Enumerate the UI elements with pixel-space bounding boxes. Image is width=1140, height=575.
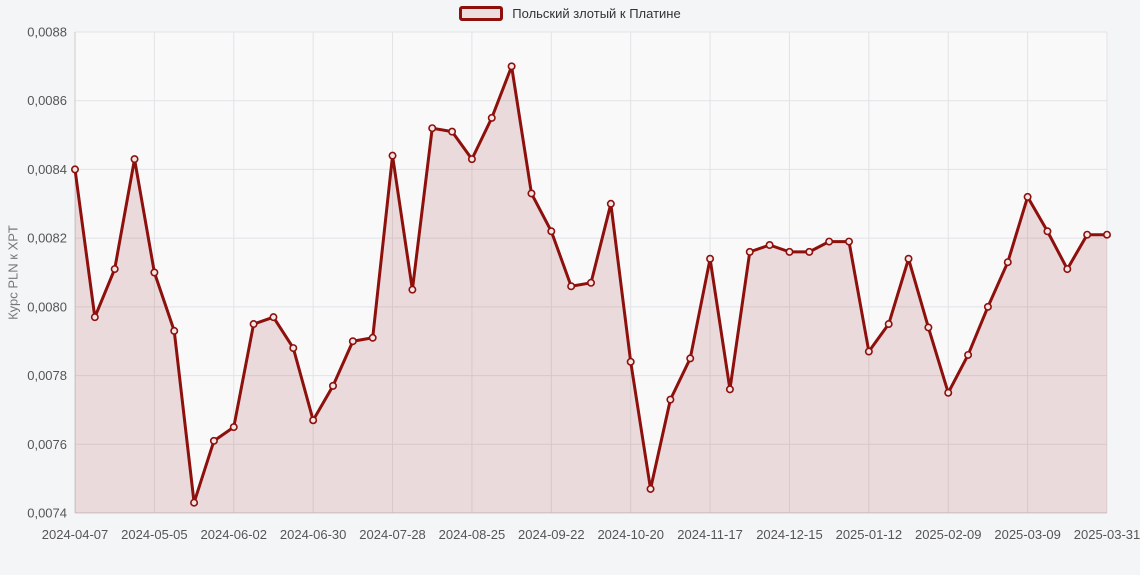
- data-point[interactable]: [249, 320, 258, 329]
- data-point[interactable]: [666, 395, 675, 404]
- x-tick-label: 2024-07-28: [359, 527, 426, 542]
- data-point[interactable]: [388, 151, 397, 160]
- x-tick-label: 2024-05-05: [121, 527, 188, 542]
- data-point[interactable]: [448, 127, 457, 136]
- y-tick-label: 0,0076: [27, 437, 67, 452]
- x-tick-label: 2024-06-30: [280, 527, 347, 542]
- data-point[interactable]: [964, 350, 973, 359]
- data-point[interactable]: [289, 344, 298, 353]
- y-tick-label: 0,0082: [27, 231, 67, 246]
- data-point[interactable]: [1003, 258, 1012, 267]
- x-tick-label: 2025-03-09: [994, 527, 1061, 542]
- data-point[interactable]: [309, 416, 318, 425]
- data-point[interactable]: [150, 268, 159, 277]
- data-point[interactable]: [646, 484, 655, 493]
- data-point[interactable]: [1083, 230, 1092, 239]
- data-point[interactable]: [983, 302, 992, 311]
- plot-area: [75, 32, 1107, 513]
- x-tick-label: 2024-12-15: [756, 527, 823, 542]
- data-point[interactable]: [348, 337, 357, 346]
- data-point[interactable]: [110, 265, 119, 274]
- data-point[interactable]: [527, 189, 536, 198]
- y-tick-label: 0,0088: [27, 25, 67, 40]
- data-point[interactable]: [686, 354, 695, 363]
- data-point[interactable]: [130, 155, 139, 164]
- data-point[interactable]: [368, 333, 377, 342]
- data-point[interactable]: [507, 62, 516, 71]
- data-point[interactable]: [805, 247, 814, 256]
- data-point[interactable]: [428, 124, 437, 133]
- data-point[interactable]: [706, 254, 715, 263]
- data-point[interactable]: [328, 381, 337, 390]
- data-point[interactable]: [1043, 227, 1052, 236]
- y-tick-label: 0,0074: [27, 506, 67, 521]
- data-point[interactable]: [209, 436, 218, 445]
- data-point[interactable]: [606, 199, 615, 208]
- data-point[interactable]: [71, 165, 80, 174]
- y-axis-title: Курс PLN к XPT: [5, 225, 21, 320]
- data-point[interactable]: [170, 326, 179, 335]
- data-point[interactable]: [190, 498, 199, 507]
- data-point[interactable]: [844, 237, 853, 246]
- data-point[interactable]: [626, 357, 635, 366]
- data-point[interactable]: [408, 285, 417, 294]
- x-tick-label: 2024-04-07: [42, 527, 109, 542]
- legend-label: Польский злотый к Платине: [512, 6, 681, 21]
- data-point[interactable]: [884, 320, 893, 329]
- series-area: [75, 66, 1107, 513]
- data-point[interactable]: [269, 313, 278, 322]
- x-tick-label: 2024-10-20: [597, 527, 664, 542]
- x-tick-label: 2025-02-09: [915, 527, 982, 542]
- data-point[interactable]: [924, 323, 933, 332]
- data-point[interactable]: [904, 254, 913, 263]
- x-tick-label: 2024-06-02: [201, 527, 268, 542]
- data-point[interactable]: [725, 385, 734, 394]
- data-point[interactable]: [229, 423, 238, 432]
- data-point[interactable]: [90, 313, 99, 322]
- data-point[interactable]: [567, 282, 576, 291]
- data-point[interactable]: [1063, 265, 1072, 274]
- x-tick-label: 2024-08-25: [439, 527, 506, 542]
- data-point[interactable]: [745, 247, 754, 256]
- y-tick-label: 0,0084: [27, 162, 67, 177]
- chart-legend: Польский злотый к Платине: [0, 6, 1140, 21]
- y-tick-label: 0,0080: [27, 299, 67, 314]
- x-tick-label: 2024-09-22: [518, 527, 585, 542]
- data-point[interactable]: [864, 347, 873, 356]
- legend-swatch-icon: [459, 6, 504, 21]
- data-point[interactable]: [586, 278, 595, 287]
- y-tick-label: 0,0086: [27, 93, 67, 108]
- data-point[interactable]: [825, 237, 834, 246]
- data-point[interactable]: [785, 247, 794, 256]
- y-tick-label: 0,0078: [27, 368, 67, 383]
- legend-item[interactable]: Польский злотый к Платине: [459, 6, 681, 21]
- x-tick-label: 2024-11-17: [677, 527, 743, 542]
- data-point[interactable]: [547, 227, 556, 236]
- data-point[interactable]: [1103, 230, 1112, 239]
- data-point[interactable]: [467, 155, 476, 164]
- data-point[interactable]: [487, 113, 496, 122]
- data-point[interactable]: [1023, 192, 1032, 201]
- data-point[interactable]: [944, 388, 953, 397]
- x-tick-label: 2025-01-12: [836, 527, 903, 542]
- data-point[interactable]: [765, 241, 774, 250]
- x-tick-label: 2025-03-31: [1074, 527, 1140, 542]
